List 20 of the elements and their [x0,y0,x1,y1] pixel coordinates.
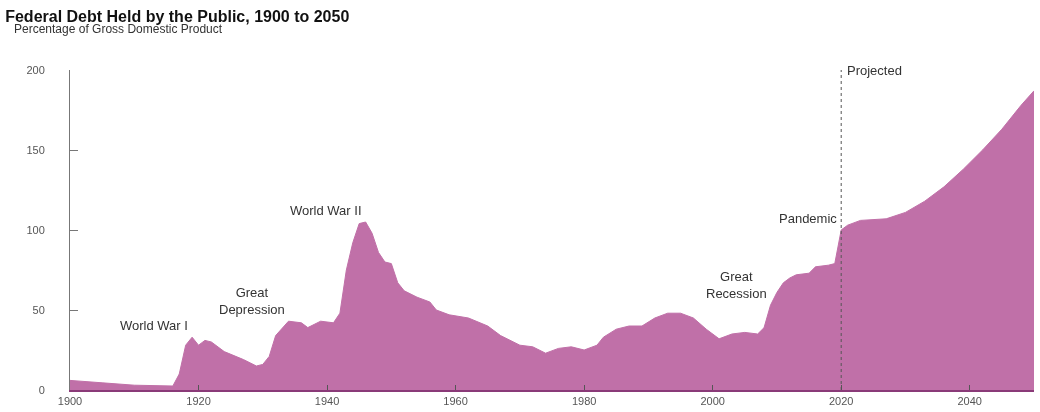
y-tick-label: 100 [26,223,45,236]
x-tick-label: 1900 [57,395,83,408]
annotation: World War I [120,318,188,333]
x-tick-label: 1920 [186,395,211,408]
y-tick-label: 50 [32,303,45,316]
y-tick-label: 200 [26,63,45,76]
annotation: Great Depression [219,285,285,317]
x-tick-label: 1980 [571,395,597,408]
x-tick-label: 2000 [700,395,725,408]
y-tick-label: 0 [38,383,45,396]
annotation: Pandemic [779,211,838,226]
annotation: World War II [290,203,362,218]
annotation: Great Recession [706,269,767,301]
x-tick-label: 2040 [957,395,982,408]
x-tick-label: 1960 [443,395,468,408]
ref-line-label: Projected [847,63,902,78]
x-tick-label: 1940 [314,395,340,408]
x-tick-label: 2020 [828,395,854,408]
chart-title: Federal Debt Held by the Public, 1900 to 2050 [5,7,350,25]
y-tick-label: 150 [26,143,45,156]
